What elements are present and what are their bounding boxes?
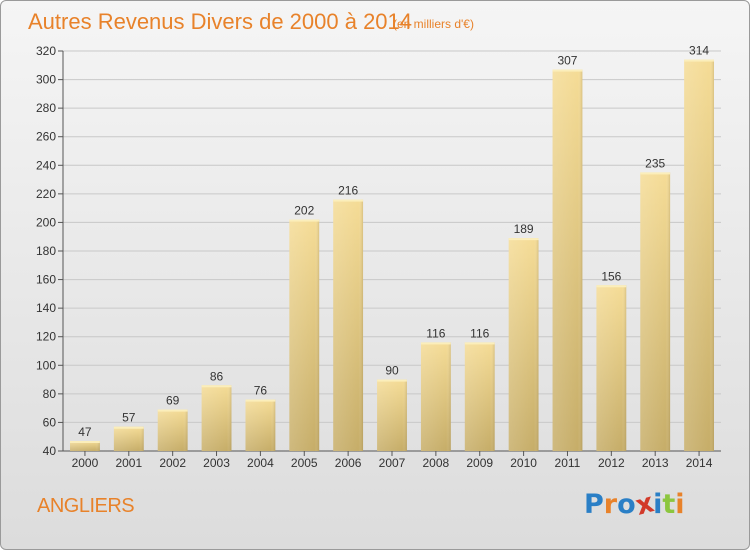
data-label: 69 bbox=[166, 394, 180, 408]
y-tick-label: 60 bbox=[43, 415, 57, 429]
data-label: 216 bbox=[338, 184, 358, 198]
data-label: 314 bbox=[689, 44, 709, 58]
x-tick-label: 2007 bbox=[379, 456, 406, 470]
bar-shade bbox=[640, 172, 671, 451]
bar-shade bbox=[333, 199, 364, 451]
x-tick-label: 2003 bbox=[203, 456, 230, 470]
bar-top bbox=[377, 379, 407, 382]
bar-shade bbox=[245, 399, 276, 451]
data-label: 235 bbox=[645, 156, 665, 170]
bar-shade bbox=[113, 426, 144, 451]
bar-top bbox=[157, 409, 188, 412]
x-tick-label: 2002 bbox=[159, 456, 186, 470]
x-tick-label: 2012 bbox=[598, 456, 625, 470]
data-label: 57 bbox=[122, 411, 136, 425]
bar-top bbox=[420, 342, 451, 345]
bar-top bbox=[640, 172, 671, 175]
bar-shade bbox=[508, 238, 539, 451]
x-tick-label: 2005 bbox=[291, 456, 318, 470]
bar-shade bbox=[684, 59, 714, 451]
logo-letter: i bbox=[675, 489, 685, 520]
chart-subtitle: (en milliers d'€) bbox=[393, 17, 474, 31]
y-tick-label: 200 bbox=[36, 215, 56, 229]
bar-shade bbox=[70, 441, 100, 451]
data-label: 307 bbox=[557, 54, 577, 68]
x-tick-label: 2008 bbox=[423, 456, 450, 470]
x-tick-label: 2013 bbox=[642, 456, 669, 470]
bar-top bbox=[113, 426, 144, 429]
y-tick-label: 140 bbox=[36, 301, 56, 315]
y-tick-label: 80 bbox=[43, 387, 57, 401]
y-tick-label: 260 bbox=[36, 130, 56, 144]
y-tick-label: 300 bbox=[36, 73, 56, 87]
x-tick-label: 2001 bbox=[115, 456, 142, 470]
y-tick-label: 160 bbox=[36, 273, 56, 287]
data-label: 156 bbox=[601, 269, 621, 283]
data-label: 116 bbox=[470, 326, 489, 340]
bar-top bbox=[289, 219, 320, 222]
x-tick-label: 2009 bbox=[466, 456, 493, 470]
logo-letter: o bbox=[617, 489, 636, 520]
logo-letter: r bbox=[603, 489, 618, 520]
data-label: 76 bbox=[254, 384, 268, 398]
data-labels: 47 57 69 86 76 202 216 90 116 116 189 307 156 235 314 bbox=[78, 44, 709, 439]
data-label: 47 bbox=[78, 425, 92, 439]
x-tick-label: 2006 bbox=[335, 456, 362, 470]
bar-top bbox=[508, 238, 539, 241]
data-label: 86 bbox=[210, 369, 224, 383]
logo-letter: t bbox=[662, 489, 676, 520]
bar-shade bbox=[157, 409, 188, 451]
logo-letter: i bbox=[653, 489, 663, 520]
x-tick-label: 2011 bbox=[555, 456, 581, 470]
bar-top bbox=[201, 385, 232, 388]
bar-shade bbox=[552, 69, 583, 452]
y-tick-label: 280 bbox=[36, 101, 56, 115]
data-label: 116 bbox=[426, 326, 445, 340]
data-label: 202 bbox=[294, 204, 314, 218]
bar-shade bbox=[201, 385, 232, 451]
y-tick-label: 40 bbox=[43, 444, 57, 458]
bar-top bbox=[596, 285, 627, 288]
bar-shade bbox=[377, 379, 407, 451]
chart-title: Autres Revenus Divers de 2000 à 2014 bbox=[28, 9, 413, 34]
bar-top bbox=[70, 441, 100, 443]
city-name: ANGLIERS bbox=[37, 495, 135, 517]
bars bbox=[70, 59, 714, 452]
y-tick-label: 220 bbox=[36, 187, 56, 201]
proxiti-logo: Proxiti bbox=[584, 487, 685, 521]
y-tick-label: 180 bbox=[36, 244, 56, 258]
logo-letter: P bbox=[584, 489, 604, 520]
x-tick-label: 2000 bbox=[72, 456, 99, 470]
x-tick-label: 2014 bbox=[686, 456, 713, 470]
bar-top bbox=[552, 69, 583, 72]
bar-top bbox=[464, 342, 495, 345]
y-tick-label: 120 bbox=[36, 330, 56, 344]
bar-top bbox=[333, 199, 364, 202]
bar-top bbox=[245, 399, 276, 402]
data-label: 90 bbox=[385, 364, 399, 378]
bar-shade bbox=[596, 285, 627, 451]
x-tick-label: 2004 bbox=[247, 456, 274, 470]
y-tick-label: 320 bbox=[36, 44, 56, 58]
y-tick-label: 100 bbox=[36, 358, 56, 372]
bar-shade bbox=[420, 342, 451, 451]
y-tick-label: 240 bbox=[36, 158, 56, 172]
data-label: 189 bbox=[514, 222, 534, 236]
bar-shade bbox=[464, 342, 495, 451]
bar-shade bbox=[289, 219, 320, 451]
bar-top bbox=[684, 59, 714, 62]
x-tick-label: 2010 bbox=[510, 456, 537, 470]
